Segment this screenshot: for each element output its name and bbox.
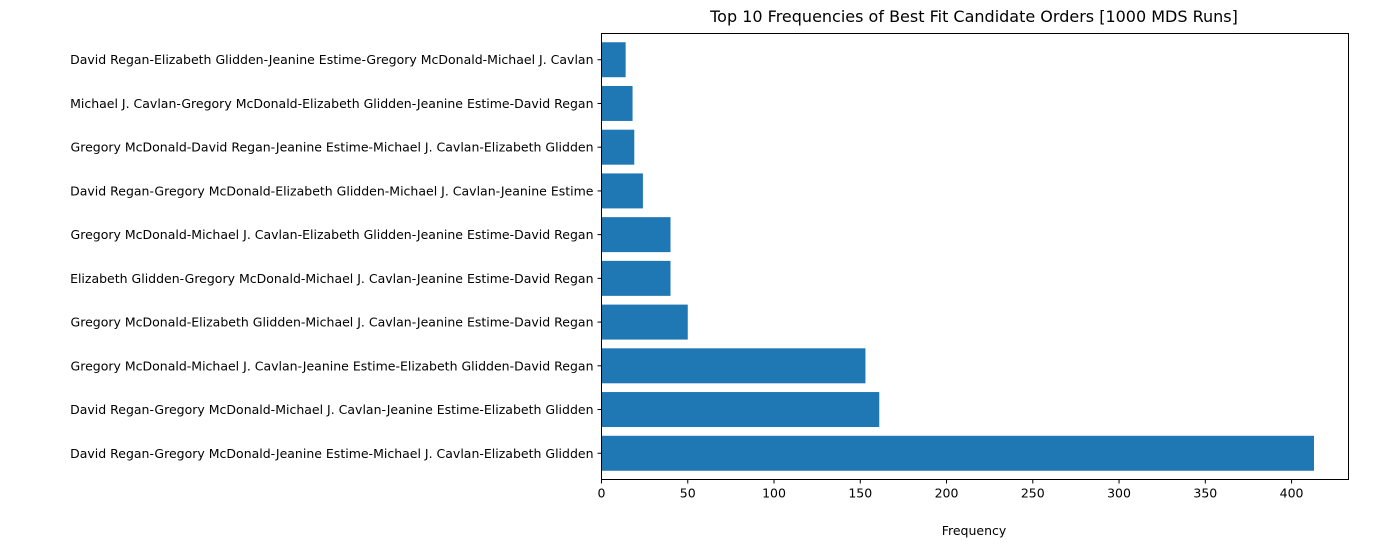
x-tick-label: 0: [598, 486, 606, 501]
x-tick-label: 50: [680, 486, 696, 501]
y-tick-label: Gregory McDonald-Elizabeth Glidden-Micha…: [71, 315, 594, 330]
x-tick-label: 150: [848, 486, 872, 501]
bar: [601, 348, 866, 384]
x-axis-ticks: 0 50 100 150 200 250 300 350 400: [598, 479, 1304, 501]
y-tick-label: Michael J. Cavlan-Gregory McDonald-Eliza…: [70, 96, 593, 111]
y-tick-label: David Regan-Elizabeth Glidden-Jeanine Es…: [70, 52, 593, 67]
chart-title: Top 10 Frequencies of Best Fit Candidate…: [709, 7, 1238, 26]
x-tick-label: 250: [1021, 486, 1045, 501]
x-tick-label: 400: [1280, 486, 1304, 501]
x-axis-label: Frequency: [942, 523, 1007, 538]
y-tick-label: David Regan-Gregory McDonald-Michael J. …: [70, 402, 593, 417]
y-tick-label: David Regan-Gregory McDonald-Jeanine Est…: [70, 446, 593, 461]
bar: [601, 42, 626, 78]
y-axis-ticks: David Regan-Gregory McDonald-Jeanine Est…: [70, 52, 602, 461]
bar: [601, 304, 688, 340]
bar: [601, 129, 635, 165]
bar: [601, 392, 880, 428]
y-tick-label: Gregory McDonald-Michael J. Cavlan-Jeani…: [71, 358, 594, 373]
y-tick-label: Gregory McDonald-David Regan-Jeanine Est…: [71, 140, 594, 155]
x-tick-label: 300: [1107, 486, 1131, 501]
bars-group: [601, 42, 1314, 471]
bar: [601, 85, 633, 121]
x-tick-label: 100: [762, 486, 786, 501]
bar: [601, 260, 671, 296]
y-tick-label: Gregory McDonald-Michael J. Cavlan-Eliza…: [71, 227, 594, 242]
x-tick-label: 200: [935, 486, 959, 501]
bar: [601, 435, 1314, 471]
plot-frame: [601, 33, 1349, 480]
bar: [601, 173, 643, 209]
bar: [601, 217, 671, 253]
x-tick-label: 350: [1193, 486, 1217, 501]
y-tick-label: Elizabeth Glidden-Gregory McDonald-Micha…: [70, 271, 593, 286]
y-tick-label: David Regan-Gregory McDonald-Elizabeth G…: [70, 183, 594, 198]
